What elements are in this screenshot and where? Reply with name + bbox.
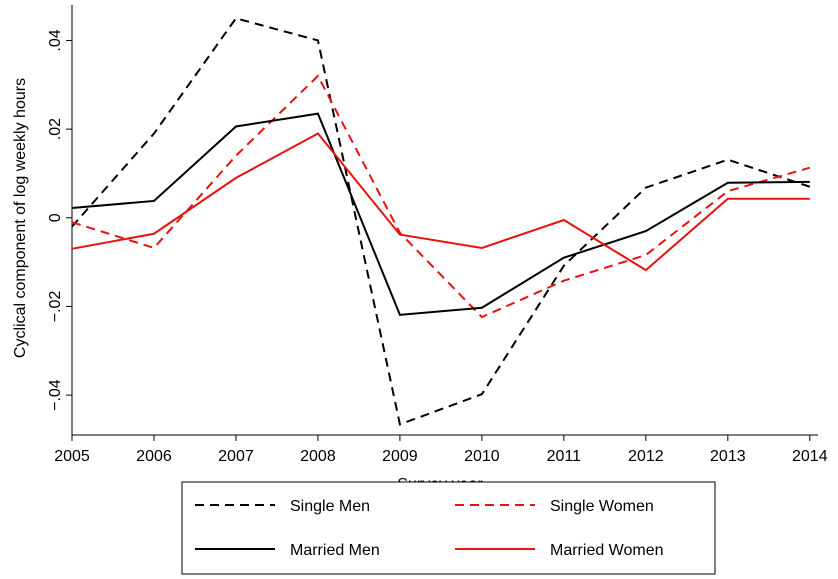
x-tick-label: 2008 [300,448,336,465]
x-tick-label: 2007 [218,448,254,465]
y-tick-label: −.04 [47,379,64,411]
legend-box [181,481,716,575]
legend-label: Single Men [290,498,370,515]
x-tick-label: 2005 [54,448,90,465]
series-line [71,112,810,316]
y-tick-label: −.02 [47,291,64,323]
x-tick-label: 2013 [710,448,746,465]
series-line [71,74,811,319]
x-tick-label: 2011 [547,448,582,465]
y-tick-label: .02 [47,118,64,140]
series-line [71,132,810,272]
x-tick-label: 2012 [628,448,664,465]
y-tick-label: .04 [47,29,64,51]
x-tick-label: 2009 [382,448,418,465]
y-axis-label: Cyclical component of log weekly hours [12,78,29,358]
legend-label: Married Women [550,542,664,559]
y-tick-label: 0 [47,213,64,222]
legend-label: Single Women [550,498,654,515]
x-tick-label: 2010 [464,448,500,465]
legend-label: Married Men [290,542,380,559]
series-line [71,17,811,426]
x-tick-label: 2006 [136,448,172,465]
x-tick-label: 2014 [792,448,828,465]
